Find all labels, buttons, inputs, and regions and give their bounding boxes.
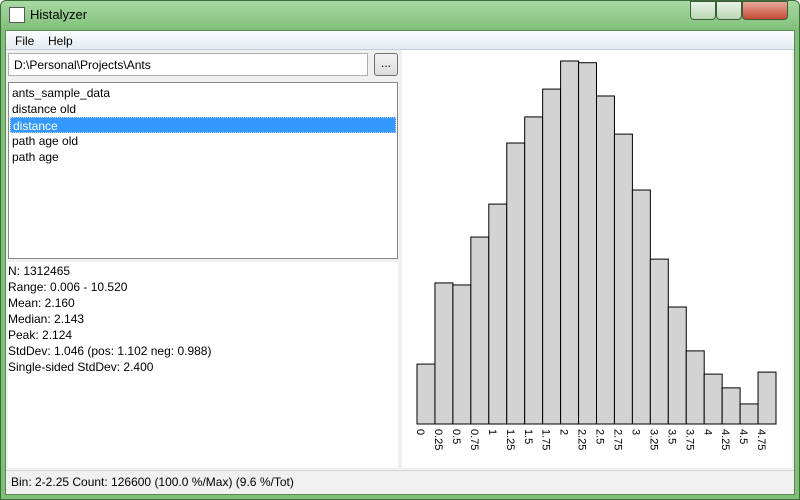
bar [416, 363, 436, 425]
bar [524, 116, 544, 425]
bar [757, 371, 777, 425]
x-tick-label: 0.5 [450, 429, 462, 444]
stat-line: Peak: 2.124 [8, 328, 73, 342]
x-tick-label: 4 [701, 429, 713, 435]
list-item[interactable]: distance old [12, 102, 77, 116]
x-tick-label: 2.25 [576, 429, 588, 450]
stat-line: Median: 2.143 [8, 312, 85, 326]
x-tick-label: 2.75 [612, 429, 624, 450]
bar [649, 258, 669, 425]
list-item[interactable]: ants_sample_data [12, 86, 111, 100]
menu-item[interactable]: Help [48, 34, 73, 48]
x-tick-label: 1 [486, 429, 498, 435]
x-tick-label: 4.5 [737, 429, 749, 444]
bar [506, 142, 526, 425]
x-tick-label: 3 [629, 429, 641, 435]
bar [452, 284, 472, 425]
x-tick-label: 3.75 [683, 429, 695, 450]
x-tick-label: 0.25 [432, 429, 444, 450]
menu-bar [6, 31, 794, 50]
status-text: Bin: 2-2.25 Count: 126600 (100.0 %/Max) … [11, 475, 294, 489]
bar [685, 350, 705, 425]
bar [470, 236, 490, 425]
x-tick-label: 3.25 [647, 429, 659, 450]
bar [488, 203, 508, 425]
x-tick-label: 4.75 [755, 429, 767, 450]
bar [560, 60, 580, 425]
list-item[interactable]: path age old [12, 134, 79, 148]
stat-line: StdDev: 1.046 (pos: 1.102 neg: 0.988) [8, 344, 212, 358]
stat-line: Range: 0.006 - 10.520 [8, 280, 128, 294]
path-input[interactable]: D:\Personal\Projects\Ants [8, 53, 368, 76]
bar [578, 62, 598, 425]
app-icon [9, 7, 25, 23]
x-tick-label: 1.25 [504, 429, 516, 450]
chart-panel: 0 0.25 0.5 0.75 1 1.25 1.5 1.75 2 2.25 2.5 2.75 3 3.2… [402, 50, 792, 468]
bar [739, 403, 759, 425]
bar [613, 133, 633, 425]
histogram: 0 0.25 0.5 0.75 1 1.25 1.5 1.75 2 2.25 2.5 2.75 3 3.2… [414, 60, 777, 450]
close-button[interactable] [742, 1, 788, 20]
bar [596, 95, 615, 425]
x-tick-label: 1.5 [522, 429, 534, 444]
bar [631, 189, 651, 425]
bar [721, 387, 741, 425]
stats-panel [8, 262, 398, 468]
bar [667, 306, 687, 425]
browse-button[interactable]: ... [374, 53, 398, 76]
list-item[interactable]: path age [12, 150, 59, 164]
x-tick-label: 1.75 [540, 429, 552, 450]
x-tick-label: 3.5 [665, 429, 677, 444]
menu-item[interactable]: File [15, 34, 35, 48]
list-item[interactable]: distance [10, 117, 396, 133]
window-title: Histalyzer [30, 7, 88, 22]
x-tick-label: 2.5 [594, 429, 606, 444]
maximize-button[interactable] [716, 1, 742, 20]
stat-line: Single-sided StdDev: 2.400 [8, 360, 154, 374]
x-tick-label: 0.75 [468, 429, 480, 450]
x-tick-label: 2 [558, 429, 570, 435]
bar [542, 88, 562, 425]
minimize-button[interactable] [690, 1, 716, 20]
x-tick-label: 4.25 [719, 429, 731, 450]
status-bar [6, 470, 794, 494]
file-list[interactable] [8, 82, 398, 259]
bar [703, 373, 723, 425]
stat-line: Mean: 2.160 [8, 296, 75, 310]
stat-line: N: 1312465 [8, 264, 71, 278]
bar [434, 282, 454, 425]
x-tick-label: 0 [414, 429, 426, 435]
